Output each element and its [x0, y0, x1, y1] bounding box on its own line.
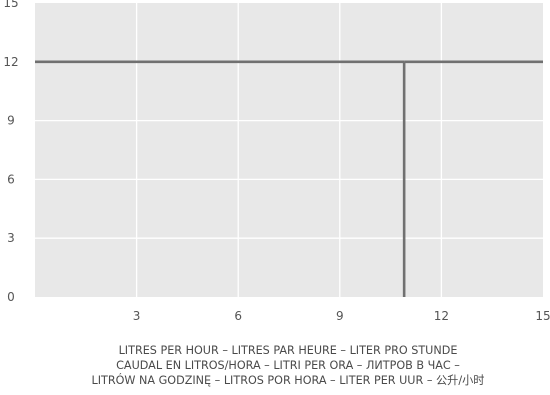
- grid: [35, 3, 543, 297]
- x-tick-label-4: 15: [535, 309, 550, 323]
- y-axis-ticks: 0 3 6 9 12 15: [3, 0, 18, 304]
- x-axis-label-line-1: LITRES PER HOUR – LITRES PAR HEURE – LIT…: [119, 344, 458, 357]
- y-tick-label-2: 6: [7, 172, 15, 186]
- x-tick-label-0: 3: [133, 309, 141, 323]
- y-tick-label-4: 12: [3, 55, 18, 69]
- plot-area: [35, 3, 543, 297]
- series-lines: [35, 60, 543, 297]
- y-tick-label-0: 0: [7, 290, 15, 304]
- x-axis-label-line-3: LITRÓW NA GODZINĘ – LITROS POR HORA – LI…: [91, 374, 484, 387]
- x-tick-label-2: 9: [336, 309, 344, 323]
- x-tick-label-1: 6: [234, 309, 242, 323]
- y-tick-label-1: 3: [7, 231, 15, 245]
- x-tick-label-3: 12: [434, 309, 449, 323]
- y-tick-label-3: 9: [7, 114, 15, 128]
- x-axis-label-line-2: CAUDAL EN LITROS/HORA – LITRI PER ORA – …: [116, 359, 460, 372]
- x-axis-ticks: 3 6 9 12 15: [133, 309, 550, 323]
- y-tick-label-5: 15: [3, 0, 18, 10]
